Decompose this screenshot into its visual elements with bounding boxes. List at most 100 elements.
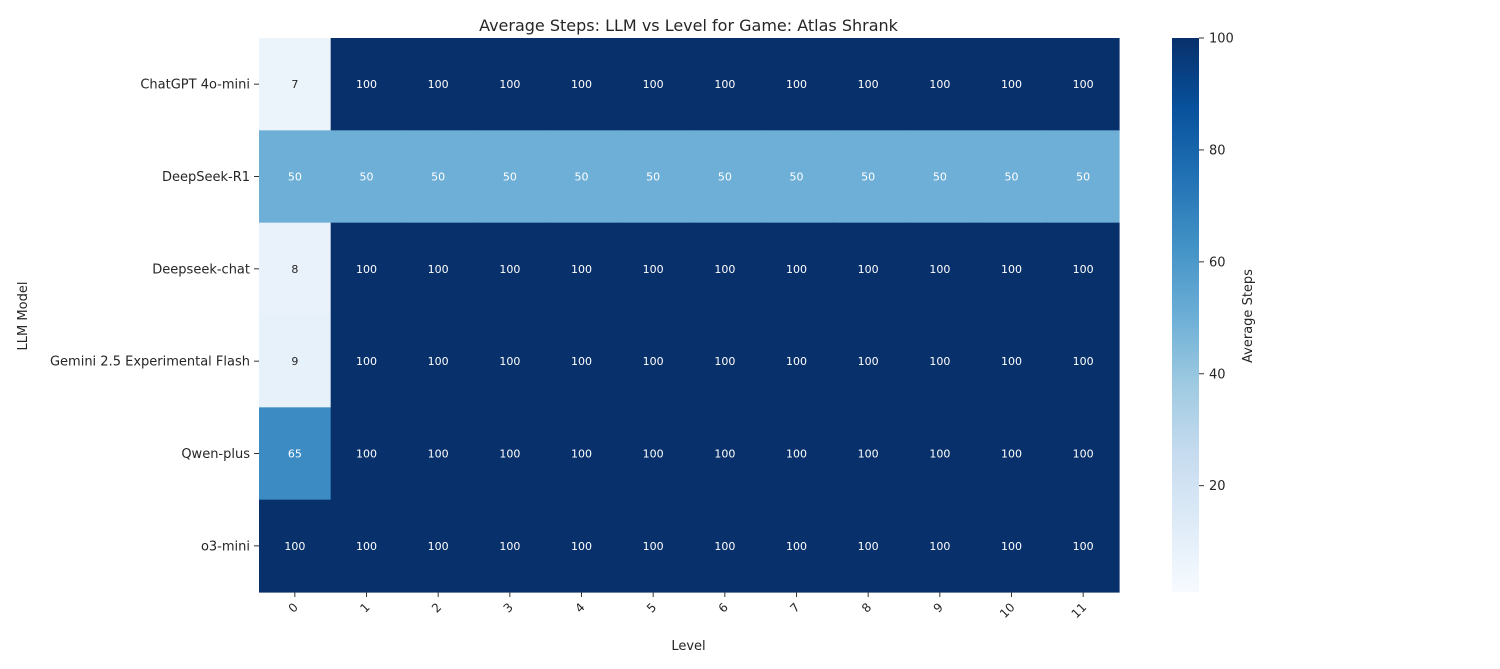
heatmap-cell: [689, 315, 762, 408]
cell-value-label: 100: [428, 540, 449, 553]
heatmap-cell: [402, 407, 475, 501]
y-tick-label: Deepseek-chat: [152, 262, 250, 277]
cell-value-label: 100: [428, 355, 449, 368]
heatmap-cell: [832, 499, 905, 593]
heatmap-cell: [474, 38, 547, 131]
cell-value-label: 7: [291, 78, 298, 91]
heatmap-cell: [259, 222, 332, 316]
cell-value-label: 100: [499, 540, 520, 553]
cell-value-label: 100: [786, 355, 807, 368]
cell-value-label: 100: [643, 78, 664, 91]
heatmap-cell: [1047, 130, 1120, 224]
cell-value-label: 100: [571, 540, 592, 553]
heatmap-cell: [689, 407, 762, 501]
heatmap-cell: [904, 38, 977, 131]
heatmap-cell: [975, 130, 1048, 224]
cell-value-label: 100: [428, 78, 449, 91]
heatmap-cell: [330, 222, 403, 316]
cell-value-label: 100: [571, 78, 592, 91]
cell-value-label: 100: [858, 263, 879, 276]
cell-value-label: 100: [356, 263, 377, 276]
cell-value-label: 100: [499, 263, 520, 276]
heatmap-cell: [259, 407, 332, 501]
cell-value-label: 100: [929, 540, 950, 553]
cell-value-label: 100: [1001, 263, 1022, 276]
cell-value-label: 100: [858, 355, 879, 368]
cell-value-label: 100: [786, 78, 807, 91]
cell-value-label: 100: [356, 448, 377, 461]
heatmap-cell: [474, 407, 547, 501]
cell-value-label: 50: [790, 171, 804, 184]
cell-value-label: 100: [428, 263, 449, 276]
heatmap-cell: [832, 38, 905, 131]
heatmap-cell: [259, 499, 332, 593]
heatmap-cell: [975, 499, 1048, 593]
x-tick-label: 0: [286, 600, 301, 615]
heatmap-cell: [904, 499, 977, 593]
cell-value-label: 50: [646, 171, 660, 184]
heatmap-cell: [617, 407, 690, 501]
x-tick-label: 10: [997, 600, 1018, 621]
heatmap-cell: [975, 38, 1048, 131]
cell-value-label: 100: [356, 540, 377, 553]
heatmap-cell: [1047, 38, 1120, 131]
heatmap-cell: [402, 315, 475, 408]
cell-value-label: 100: [1001, 78, 1022, 91]
heatmap-cell: [904, 315, 977, 408]
cell-value-label: 100: [1073, 263, 1094, 276]
chart-title: Average Steps: LLM vs Level for Game: At…: [479, 16, 899, 35]
cell-value-label: 65: [288, 448, 302, 461]
y-tick-label: ChatGPT 4o-mini: [140, 78, 250, 93]
cell-value-label: 50: [1005, 171, 1019, 184]
cell-value-label: 100: [786, 448, 807, 461]
colorbar: [1172, 38, 1199, 592]
heatmap-cell: [474, 315, 547, 408]
cell-value-label: 100: [929, 263, 950, 276]
cell-value-label: 100: [929, 448, 950, 461]
colorbar-tick-label: 60: [1209, 255, 1226, 270]
heatmap-cell: [402, 38, 475, 131]
cell-value-label: 100: [499, 355, 520, 368]
colorbar-ticks: 20 40 60 80 100: [1199, 32, 1234, 494]
heatmap-cell: [832, 222, 905, 316]
cell-value-label: 100: [714, 263, 735, 276]
heatmap-cell: [760, 407, 833, 501]
cell-value-label: 50: [360, 171, 374, 184]
heatmap-cell: [1047, 315, 1120, 408]
heatmap-cell: [474, 499, 547, 593]
heatmap-cell: [545, 130, 618, 224]
cell-value-label: 100: [1073, 540, 1094, 553]
cell-value-label: 100: [786, 263, 807, 276]
cell-value-label: 100: [643, 263, 664, 276]
heatmap-cell: [1047, 222, 1120, 316]
x-tick-label: 6: [716, 600, 731, 615]
x-tick-label: 5: [644, 600, 659, 615]
x-tick-label: 9: [931, 600, 946, 615]
x-tick-label: 1: [357, 600, 372, 615]
x-tick-label: 3: [501, 600, 516, 615]
heatmap-cell: [259, 130, 332, 224]
cell-value-label: 100: [929, 78, 950, 91]
heatmap-cell: [904, 222, 977, 316]
heatmap-cell: [330, 130, 403, 224]
heatmap-cell: [545, 315, 618, 408]
cell-value-label: 100: [499, 448, 520, 461]
cell-value-label: 100: [1001, 540, 1022, 553]
y-axis-label: LLM Model: [16, 282, 31, 351]
heatmap-cell: [832, 407, 905, 501]
heatmap-cell: [330, 315, 403, 408]
cell-value-label: 50: [718, 171, 732, 184]
heatmap-cell: [617, 130, 690, 224]
cell-value-label: 100: [714, 78, 735, 91]
cell-value-label: 100: [858, 448, 879, 461]
heatmap-cell: [617, 315, 690, 408]
cell-value-label: 9: [291, 355, 298, 368]
cell-value-label: 100: [356, 78, 377, 91]
cell-value-label: 100: [499, 78, 520, 91]
cell-value-label: 50: [431, 171, 445, 184]
heatmap-cell: [689, 38, 762, 131]
y-tick-label: DeepSeek-R1: [162, 170, 250, 185]
cell-value-label: 50: [861, 171, 875, 184]
cell-value-label: 100: [571, 355, 592, 368]
